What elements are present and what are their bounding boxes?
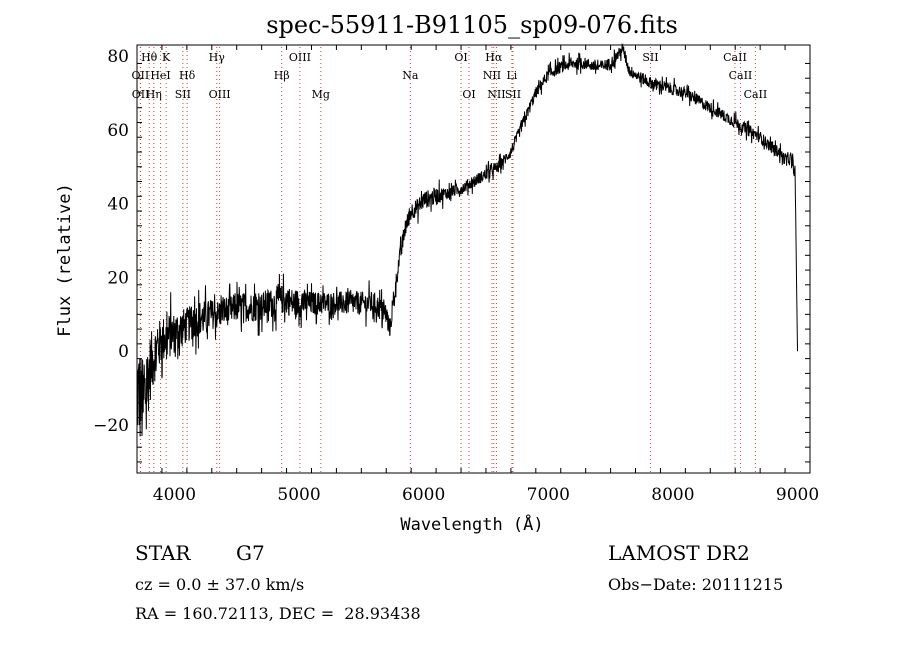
y-tick-label: 0 bbox=[118, 342, 129, 362]
survey-label: LAMOST DR2 bbox=[608, 541, 750, 565]
line-markers bbox=[139, 47, 756, 473]
redshift-text: cz = 0.0 ± 37.0 km/s bbox=[135, 575, 305, 594]
subclass-label: G7 bbox=[236, 541, 265, 565]
y-axis-label: Flux (relative) bbox=[55, 183, 75, 337]
line-label: K bbox=[162, 51, 171, 64]
line-label: SII bbox=[175, 88, 191, 101]
line-label: Hα bbox=[485, 51, 503, 64]
x-tick-label: 7000 bbox=[527, 485, 570, 505]
line-label: Mg bbox=[312, 88, 330, 101]
y-tick-label: 60 bbox=[107, 121, 129, 141]
line-label: Hθ bbox=[141, 51, 158, 64]
x-axis-ticks: 4000 5000 6000 7000 8000 9000 bbox=[136, 45, 819, 505]
coordinates-text: RA = 160.72113, DEC = 28.93438 bbox=[135, 604, 421, 623]
chart-title: spec-55911-B91105_sp09-076.fits bbox=[266, 11, 678, 39]
line-label: Hη bbox=[146, 88, 162, 101]
line-label: CaII bbox=[723, 51, 747, 64]
line-label: SII bbox=[505, 88, 521, 101]
y-tick-label: −20 bbox=[93, 416, 129, 436]
line-label: Na bbox=[402, 69, 419, 82]
class-label: STAR bbox=[135, 541, 191, 565]
y-axis-ticks: −20 0 20 40 60 80 bbox=[93, 47, 810, 463]
x-tick-label: 5000 bbox=[277, 485, 320, 505]
line-label: CaII bbox=[744, 88, 768, 101]
obs-date-text: Obs−Date: 20111215 bbox=[608, 575, 784, 594]
x-axis-label: Wavelength (Å) bbox=[400, 513, 543, 535]
line-label: Li bbox=[506, 69, 517, 82]
spectrum-line bbox=[136, 43, 798, 437]
line-label: OII bbox=[132, 69, 150, 82]
line-label: HeI bbox=[150, 69, 170, 82]
line-label: NII bbox=[483, 69, 501, 82]
line-label: Hγ bbox=[209, 51, 226, 64]
y-tick-label: 80 bbox=[107, 47, 129, 67]
x-tick-label: 8000 bbox=[651, 485, 694, 505]
x-tick-label: 6000 bbox=[402, 485, 445, 505]
line-label: NII bbox=[487, 88, 505, 101]
line-label: SII bbox=[642, 51, 658, 64]
x-tick-label: 4000 bbox=[153, 485, 196, 505]
plot-frame bbox=[136, 44, 811, 474]
line-label: Hβ bbox=[274, 69, 290, 82]
line-label: CaII bbox=[729, 69, 753, 82]
line-label: OI bbox=[454, 51, 467, 64]
line-label: OIII bbox=[209, 88, 231, 101]
y-tick-label: 20 bbox=[107, 268, 129, 288]
y-tick-label: 40 bbox=[107, 195, 129, 215]
line-label: OIII bbox=[289, 51, 311, 64]
line-label: OII bbox=[132, 88, 150, 101]
line-label: OI bbox=[462, 88, 475, 101]
x-tick-label: 9000 bbox=[776, 485, 819, 505]
line-label: Hδ bbox=[179, 69, 196, 82]
